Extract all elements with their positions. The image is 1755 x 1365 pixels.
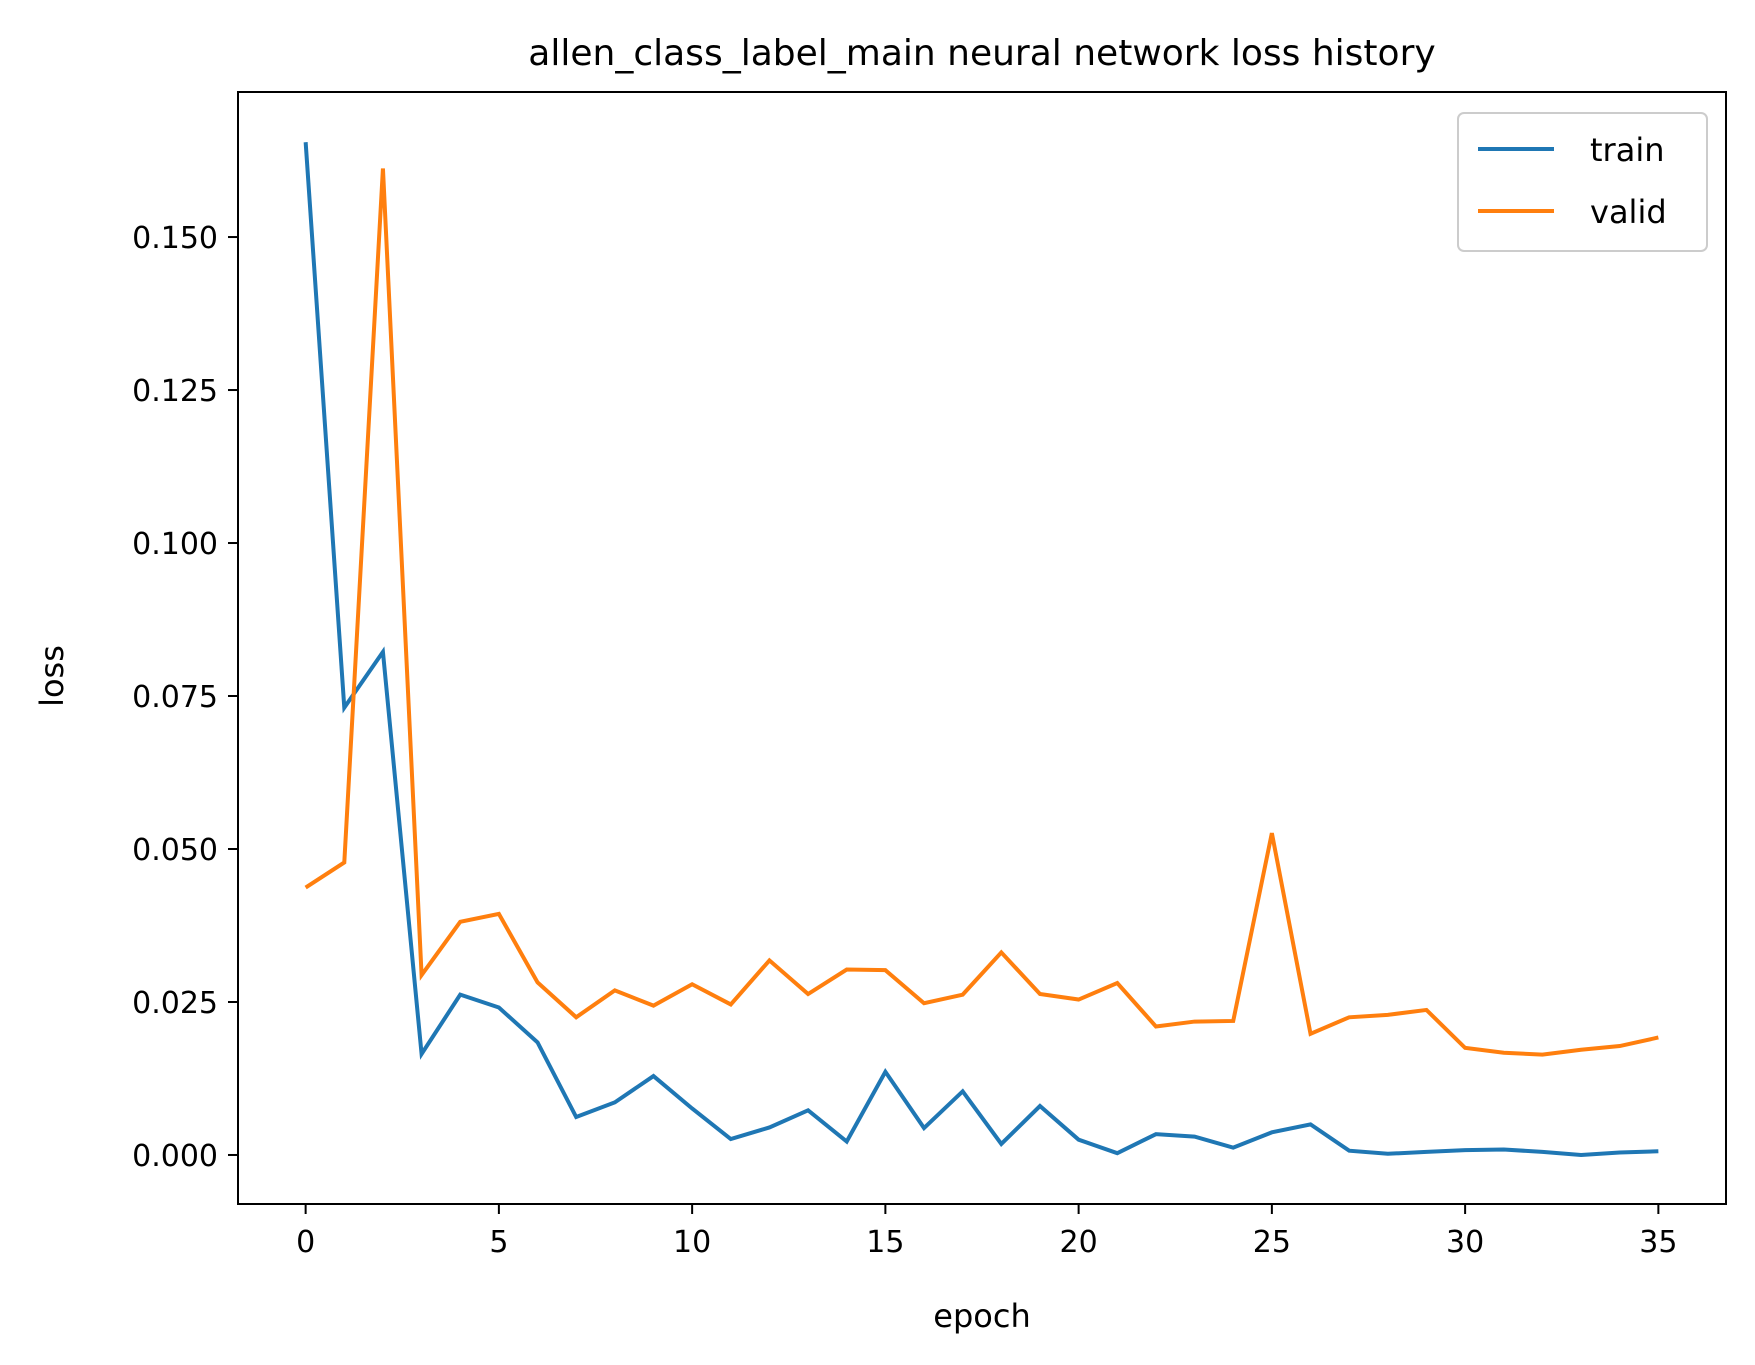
y-tick-label: 0.100	[132, 527, 218, 562]
x-tick-label: 10	[673, 1225, 711, 1260]
series-line-train	[303, 142, 1659, 1157]
chart-title: allen_class_label_main neural network lo…	[528, 33, 1435, 74]
legend-train-label: train	[1590, 131, 1664, 169]
x-tick-label: 20	[1060, 1225, 1098, 1260]
y-tick-label: 0.000	[132, 1139, 218, 1174]
x-tick-label: 25	[1253, 1225, 1291, 1260]
plot-frame	[237, 91, 1727, 1205]
x-axis-label: epoch	[933, 1297, 1030, 1335]
series-layer	[303, 142, 1659, 1157]
x-tick-label: 0	[296, 1225, 315, 1260]
legend-frame	[1457, 112, 1708, 252]
y-tick-label: 0.075	[132, 680, 218, 715]
x-tick-label: 15	[866, 1225, 904, 1260]
y-axis-label: loss	[33, 645, 71, 707]
y-tick-label: 0.125	[132, 374, 218, 409]
x-tick-label: 35	[1639, 1225, 1677, 1260]
axes-layer: 0 5 10 15 20 25 30 35 0.000 0.025 0.050 0.075 0.100 0…	[132, 91, 1727, 1260]
y-tick-label: 0.025	[132, 986, 218, 1021]
x-tick-label: 5	[489, 1225, 508, 1260]
x-tick-label: 30	[1446, 1225, 1484, 1260]
y-tick-label: 0.150	[132, 221, 218, 256]
y-tick-label: 0.050	[132, 833, 218, 868]
series-line-valid	[304, 168, 1659, 1057]
legend: train valid	[1457, 112, 1708, 252]
legend-valid-label: valid	[1590, 193, 1667, 231]
